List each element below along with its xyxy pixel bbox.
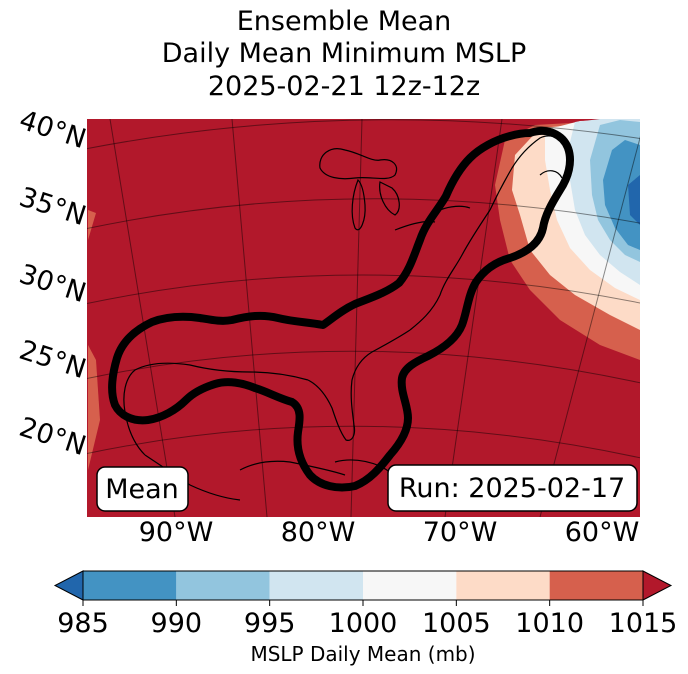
latitude-labels: 40°N 35°N 30°N 25°N 20°N (15, 105, 89, 463)
colorbar-segment (176, 571, 270, 600)
lon-label-90w: 90°W (139, 517, 214, 548)
lon-label-70w: 70°W (423, 517, 498, 548)
lake-michigan (351, 178, 366, 231)
colorbar-tick-label: 1015 (609, 608, 678, 639)
lat-label-30: 30°N (15, 259, 89, 310)
mean-box: Mean (96, 466, 189, 512)
colorbar-segment (549, 571, 643, 600)
shading-985 (603, 140, 640, 250)
coast-mexico (144, 454, 241, 501)
graticule-lat-20 (87, 425, 640, 459)
coast-yucatan (239, 460, 346, 476)
coast-nova-scotia (539, 170, 563, 179)
colorbar-tick-label: 1000 (329, 608, 398, 639)
shading-west-edge-2 (88, 345, 100, 470)
colorbar-extend-low (53, 570, 84, 601)
colorbar-segment (83, 571, 177, 600)
lat-label-25: 25°N (15, 335, 89, 386)
graticule-lon-70 (444, 119, 503, 517)
coastlines (123, 135, 571, 501)
colorbar-segment (269, 571, 363, 600)
lon-label-80w: 80°W (281, 517, 356, 548)
colorbar-tick-label: 985 (57, 608, 109, 639)
graticule-lat-35 (87, 198, 640, 230)
lake-huron (379, 181, 400, 216)
colorbar-segment (363, 571, 457, 600)
graticule-lon-80 (350, 119, 363, 517)
mean-box-text: Mean (105, 474, 179, 505)
run-box: Run: 2025-02-17 (387, 464, 638, 512)
run-box-text: Run: 2025-02-17 (399, 473, 625, 504)
lon-label-60w: 60°W (565, 517, 640, 548)
graticule-lat-25 (87, 350, 640, 384)
colorbar-label: MSLP Daily Mean (mb) (250, 642, 475, 666)
coast-florida (307, 329, 411, 441)
coast-mid-atlantic (409, 209, 491, 331)
graticule-lat-30 (87, 274, 640, 305)
shading-west-edge-1 (88, 210, 96, 240)
title-line-3: 2025-02-21 12z-12z (207, 71, 481, 102)
colorbar-extend-high (642, 570, 673, 601)
title-line-2: Daily Mean Minimum MSLP (161, 38, 527, 69)
lake-ontario (439, 205, 471, 211)
map-panel: Mean Run: 2025-02-17 (87, 119, 640, 517)
graticule (87, 119, 640, 517)
colorbar-tick-label: 990 (151, 608, 203, 639)
title-line-1: Ensemble Mean (236, 6, 452, 37)
graticule-lon-95 (109, 119, 176, 517)
shading-below-985 (628, 175, 640, 225)
colorbar-tick-label: 1010 (515, 608, 584, 639)
graticule-lon-65 (539, 135, 640, 517)
lat-label-35: 35°N (15, 182, 89, 233)
graticule-lat-40 (87, 119, 640, 150)
colorbar: 985 990 995 1000 1005 1010 1015 (53, 570, 678, 639)
lat-label-20: 20°N (15, 412, 89, 463)
colorbar-tick-label: 995 (244, 608, 296, 639)
contour-1015 (108, 126, 574, 492)
lat-label-40: 40°N (15, 105, 89, 156)
longitude-labels: 90°W 80°W 70°W 60°W (139, 517, 640, 548)
colorbar-tick-label: 1005 (422, 608, 491, 639)
lake-superior (319, 148, 398, 180)
colorbar-segment (456, 571, 550, 600)
